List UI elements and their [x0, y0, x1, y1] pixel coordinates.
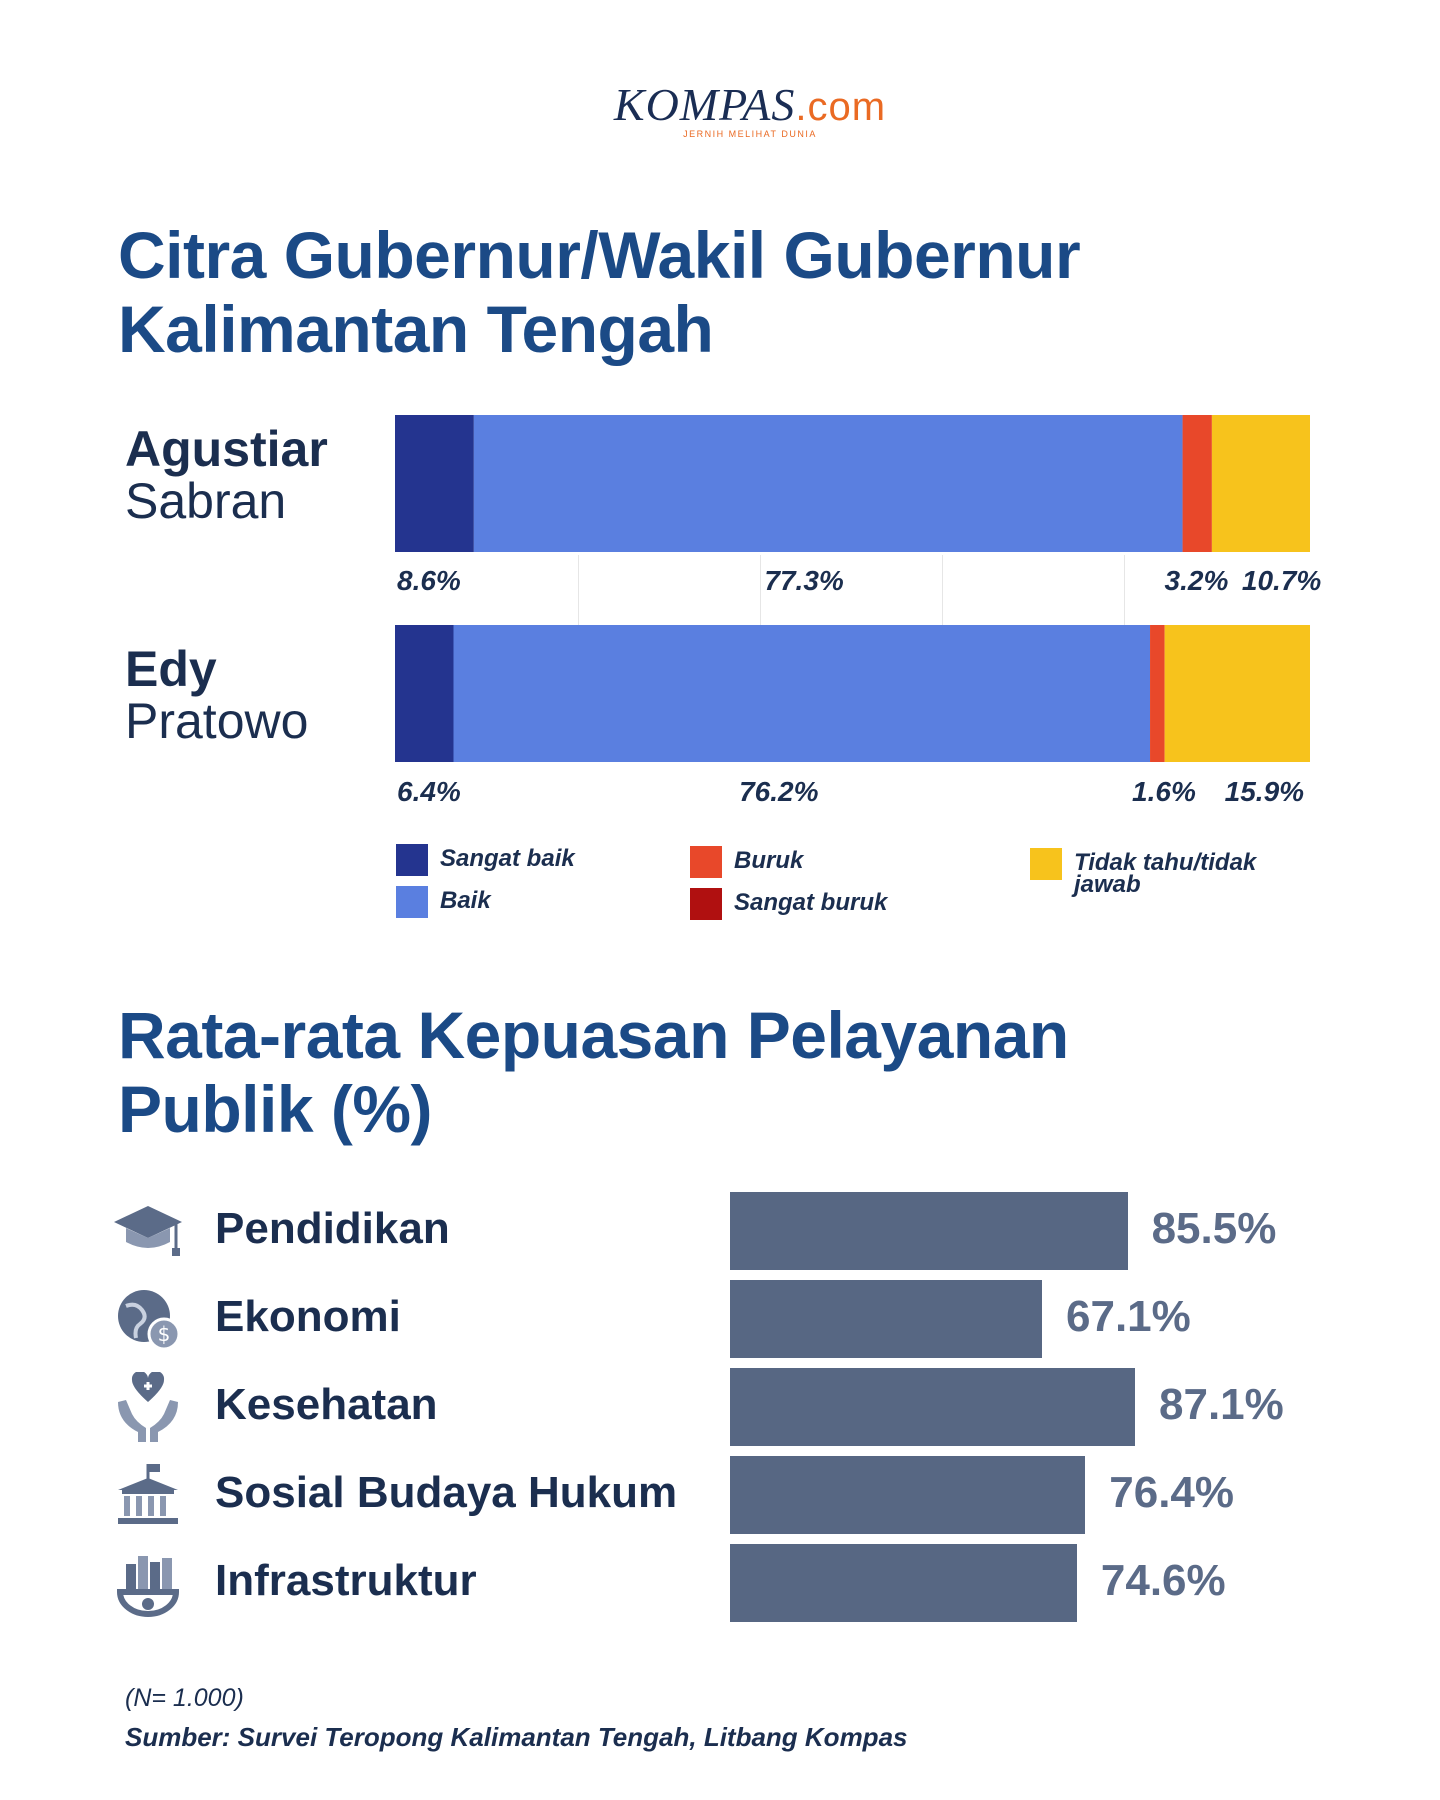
sample-size-note: (N= 1.000) — [125, 1684, 244, 1712]
kompas-logo: KOMPAS.com JERNIH MELIHAT DUNIA — [0, 78, 1440, 139]
source-note: Sumber: Survei Teropong Kalimantan Tenga… — [125, 1722, 908, 1752]
satisfaction-category-label: Infrastruktur — [215, 1556, 477, 1605]
heart-hands-icon — [112, 1370, 184, 1444]
satisfaction-value-label: 67.1% — [1066, 1292, 1191, 1341]
logo-suffix-text: .com — [795, 85, 887, 129]
government-building-icon — [112, 1460, 184, 1532]
logo-tagline: JERNIH MELIHAT DUNIA — [683, 129, 817, 139]
section2-title-line2: Publik (%) — [118, 1072, 433, 1146]
section2-title: Rata-rata Kepuasan Pelayanan Publik (%) — [118, 998, 1069, 1146]
satisfaction-value-label: 87.1% — [1159, 1380, 1284, 1429]
legend-label: Buruk — [734, 847, 804, 874]
legend-swatch — [396, 886, 428, 918]
legend-label: Baik — [440, 887, 491, 914]
satisfaction-row: Infrastruktur 74.6% — [0, 1544, 1440, 1622]
separator-line — [760, 555, 761, 625]
stacked-data-label: 6.4% — [397, 776, 461, 807]
globe-dollar-icon: $ — [112, 1284, 184, 1356]
section2-title-line1: Rata-rata Kepuasan Pelayanan — [118, 998, 1069, 1072]
satisfaction-bar — [730, 1544, 1077, 1622]
legend-swatch — [690, 846, 722, 878]
satisfaction-row: Kesehatan 87.1% — [0, 1368, 1440, 1446]
satisfaction-bar — [730, 1192, 1128, 1270]
city-gear-icon — [112, 1548, 184, 1620]
separator-line — [1124, 555, 1125, 625]
stacked-data-label: 15.9% — [1224, 776, 1305, 807]
satisfaction-row: Sosial Budaya Hukum 76.4% — [0, 1456, 1440, 1534]
separator-line — [942, 555, 943, 625]
candidate-1-last-name: Sabran — [125, 473, 287, 529]
legend-label: Sangat buruk — [734, 889, 888, 916]
legend-swatch — [396, 844, 428, 876]
satisfaction-value-label: 74.6% — [1100, 1556, 1226, 1605]
legend-swatch — [1030, 848, 1062, 880]
satisfaction-category-label: Ekonomi — [215, 1292, 401, 1341]
stacked-data-label: 1.6% — [1132, 776, 1196, 807]
stacked-bar-segment — [395, 415, 474, 552]
stacked-data-label: 3.2% — [1164, 565, 1229, 596]
legend-label: Tidak tahu/tidak jawab — [1074, 849, 1257, 898]
satisfaction-value-label: 76.4% — [1109, 1468, 1235, 1517]
section1-title: Citra Gubernur/Wakil Gubernur Kalimantan… — [118, 218, 1081, 366]
section1-title-line2: Kalimantan Tengah — [118, 292, 714, 366]
stacked-bar-segment — [1211, 415, 1310, 552]
stacked-bar-segment — [1150, 625, 1165, 762]
stacked-bar-segment — [453, 625, 1151, 762]
stacked-bar-segment — [1182, 415, 1212, 552]
satisfaction-bar — [730, 1456, 1086, 1534]
image-rating-stacked-chart — [395, 415, 1310, 762]
legend-item-sangat-baik: Sangat baik — [396, 844, 670, 876]
legend-item-baik: Baik — [396, 886, 670, 918]
satisfaction-row: Pendidikan 85.5% — [0, 1192, 1440, 1270]
stacked-data-label: 77.3% — [764, 565, 844, 596]
satisfaction-category-label: Sosial Budaya Hukum — [215, 1468, 678, 1517]
stacked-bar-segment — [1164, 625, 1310, 762]
legend-item-tidak-tahu: Tidak tahu/tidak jawab — [1030, 848, 1294, 898]
legend-item-buruk: Buruk — [690, 846, 964, 878]
satisfaction-category-label: Kesehatan — [215, 1380, 438, 1429]
satisfaction-category-label: Pendidikan — [215, 1204, 450, 1253]
legend-swatch — [690, 888, 722, 920]
stacked-bar-segment — [473, 415, 1183, 552]
satisfaction-value-label: 85.5% — [1151, 1204, 1277, 1253]
satisfaction-bar — [730, 1280, 1042, 1358]
candidate-2-last-name: Pratowo — [125, 693, 309, 749]
separator-line — [578, 555, 579, 625]
stacked-data-label: 76.2% — [739, 776, 819, 807]
svg-text:$: $ — [158, 1322, 171, 1346]
candidate-2-first-name: Edy — [125, 641, 217, 697]
satisfaction-bar — [730, 1368, 1135, 1446]
candidate-1-first-name: Agustiar — [125, 421, 328, 477]
legend-label: Sangat baik — [440, 845, 575, 872]
stacked-data-label: 8.6% — [397, 565, 461, 596]
stacked-data-label: 10.7% — [1241, 565, 1322, 596]
legend-item-sangat-buruk: Sangat buruk — [690, 888, 964, 920]
section1-title-line1: Citra Gubernur/Wakil Gubernur — [118, 218, 1081, 292]
satisfaction-row: $ Ekonomi 67.1% — [0, 1280, 1440, 1358]
stacked-bar-segment — [395, 625, 454, 762]
graduation-cap-icon — [112, 1196, 184, 1268]
logo-main-text: KOMPAS — [613, 79, 796, 130]
